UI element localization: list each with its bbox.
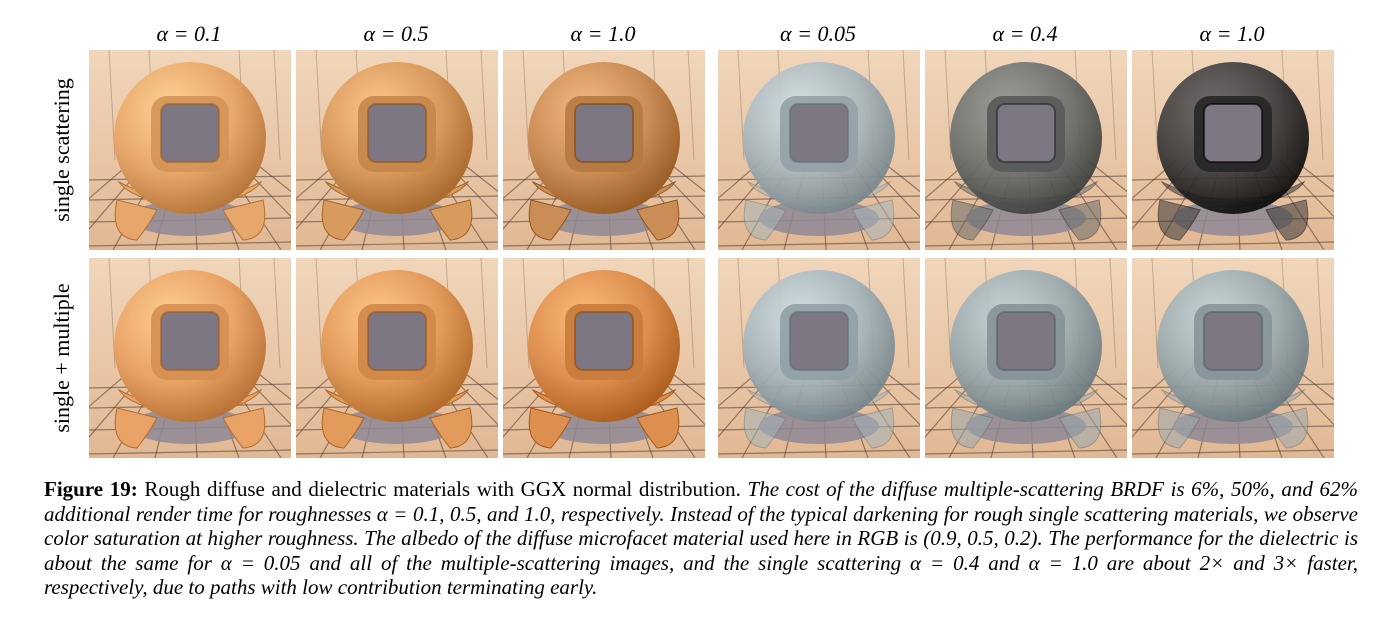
render-image xyxy=(718,258,920,458)
render-tile xyxy=(503,258,705,458)
render-image xyxy=(503,258,705,458)
render-tile xyxy=(718,50,920,250)
render-image xyxy=(296,258,498,458)
render-tile xyxy=(296,258,498,458)
render-image xyxy=(1132,50,1334,250)
column-header: α = 1.0 xyxy=(1199,21,1265,46)
render-image xyxy=(925,50,1127,250)
render-tile xyxy=(718,258,920,458)
render-tile xyxy=(503,50,705,250)
column-header: α = 0.4 xyxy=(992,21,1058,46)
render-tile xyxy=(1132,50,1334,250)
render-tile xyxy=(89,258,291,458)
render-image xyxy=(89,258,291,458)
column-header: α = 0.1 xyxy=(156,21,222,46)
figure-title: Rough diffuse and dielectric materials w… xyxy=(137,477,748,501)
render-image xyxy=(1132,258,1334,458)
render-tile xyxy=(296,50,498,250)
render-tile xyxy=(925,50,1127,250)
render-tile xyxy=(925,258,1127,458)
render-image xyxy=(89,50,291,250)
render-image xyxy=(296,50,498,250)
figure-label: Figure 19: xyxy=(44,477,138,501)
caption-body: The cost of the diffuse multiple-scatter… xyxy=(44,477,1358,599)
render-image xyxy=(718,50,920,250)
render-image xyxy=(925,258,1127,458)
render-image xyxy=(503,50,705,250)
column-header: α = 1.0 xyxy=(570,21,636,46)
column-header: α = 0.05 xyxy=(780,21,856,46)
figure-caption: Figure 19: Rough diffuse and dielectric … xyxy=(44,477,1358,600)
render-tile xyxy=(89,50,291,250)
render-tile xyxy=(1132,258,1334,458)
column-header: α = 0.5 xyxy=(363,21,429,46)
